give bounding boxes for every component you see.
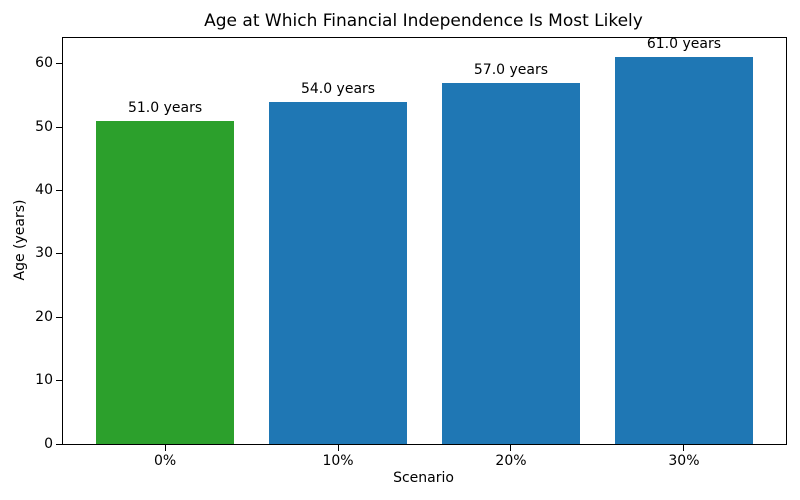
y-tick-mark — [56, 63, 63, 65]
x-tick-mark — [510, 444, 512, 451]
x-tick-mark — [337, 444, 339, 451]
y-tick-label: 60 — [35, 55, 53, 72]
y-tick-label: 50 — [35, 118, 53, 135]
x-tick-label: 30% — [668, 453, 700, 469]
x-tick-label: 0% — [153, 453, 177, 469]
x-tick-label: 20% — [495, 453, 527, 469]
bar — [441, 82, 581, 444]
y-tick-mark — [56, 126, 63, 128]
bar-value-label: 57.0 years — [473, 61, 549, 78]
bar-value-label: 51.0 years — [127, 99, 203, 116]
bar — [614, 57, 754, 444]
y-tick-mark — [56, 380, 63, 382]
y-tick-mark — [56, 253, 63, 255]
x-tick-mark — [164, 444, 166, 451]
y-tick-label: 0 — [44, 435, 53, 452]
bar — [95, 120, 235, 444]
bar-value-label: 54.0 years — [300, 80, 376, 97]
bar — [268, 101, 408, 444]
chart-title: Age at Which Financial Independence Is M… — [204, 11, 643, 31]
y-tick-label: 30 — [35, 245, 53, 262]
y-tick-mark — [56, 316, 63, 318]
x-axis-label: Scenario — [393, 470, 454, 486]
y-tick-mark — [56, 443, 63, 445]
plot-area: 0 10 20 30 40 50 60 51.0 years 0% 54.0 years 10% 57… — [35, 36, 787, 469]
y-axis-label: Age (years) — [12, 199, 28, 281]
x-tick-mark — [683, 444, 685, 451]
y-tick-mark — [56, 189, 63, 191]
y-tick-label: 40 — [35, 181, 53, 198]
bar-value-label: 61.0 years — [646, 36, 722, 53]
y-tick-label: 10 — [35, 372, 53, 389]
y-tick-label: 20 — [35, 308, 53, 325]
x-tick-label: 10% — [322, 453, 354, 469]
